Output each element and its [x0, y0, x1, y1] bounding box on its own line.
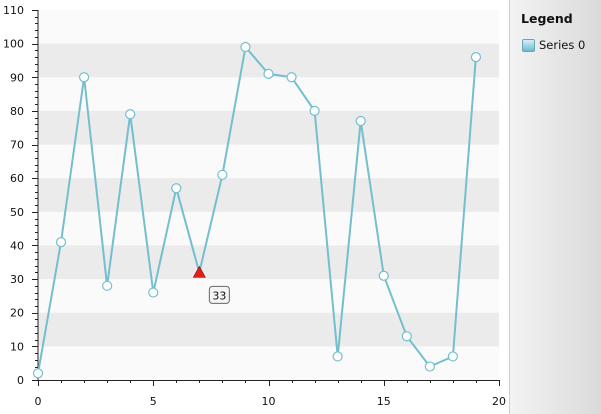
highlight-callout-box: [208, 285, 230, 304]
x-tick-label: 20: [492, 395, 506, 408]
data-point: [240, 41, 251, 53]
y-tick-label: 70: [10, 139, 24, 152]
plot-background-bands: [38, 10, 499, 380]
data-point: [424, 361, 435, 372]
y-tick-label: 90: [10, 71, 24, 84]
grid-band: [38, 312, 499, 347]
highlighted-data-point: [192, 265, 206, 278]
legend-label: Series 0: [539, 38, 586, 52]
data-point: [148, 287, 159, 298]
data-point: [102, 280, 113, 291]
x-tick-label: 0: [35, 395, 42, 408]
data-point: [55, 236, 67, 248]
data-point: [378, 270, 389, 281]
y-tick-label: 50: [10, 206, 24, 219]
series-layer: [32, 41, 482, 379]
series-line: [37, 46, 477, 374]
data-point: [470, 51, 482, 63]
grid-band: [38, 110, 499, 145]
data-point: [447, 351, 458, 362]
x-tick-label: 15: [377, 395, 391, 408]
y-tick-label: 30: [10, 273, 24, 286]
data-point: [125, 109, 136, 120]
y-tick-label: 100: [3, 38, 24, 51]
highlight-callout-layer: 33: [208, 285, 230, 304]
y-tick-label: 0: [17, 374, 24, 387]
data-point: [355, 115, 366, 127]
data-point: [286, 72, 297, 83]
x-axis: 0 5 10 15 20: [35, 380, 506, 408]
y-axis: 0 10 20 30 40 50 60 70 80 90 100 110: [3, 4, 39, 387]
y-tick-label: 20: [10, 307, 24, 320]
legend-title: Legend: [521, 11, 573, 26]
y-tick-label: 60: [10, 172, 24, 185]
x-tick-label: 5: [150, 395, 157, 408]
data-point: [171, 183, 182, 194]
y-tick-label: 80: [10, 105, 24, 118]
grid-band: [38, 245, 499, 280]
y-tick-label: 40: [10, 239, 24, 252]
y-tick-label: 110: [3, 4, 24, 17]
legend-swatch: [522, 38, 535, 52]
x-tick-label: 10: [262, 395, 276, 408]
data-point: [332, 351, 343, 362]
data-point: [32, 368, 44, 379]
data-point: [78, 72, 90, 83]
legend-panel: Legend Series 0: [509, 0, 601, 414]
legend-item-series-0[interactable]: Series 0: [522, 38, 585, 52]
highlight-callout-label: 33: [212, 289, 226, 302]
data-point: [401, 331, 412, 342]
y-tick-label: 10: [10, 340, 24, 353]
data-point: [217, 169, 228, 180]
data-point: [263, 68, 274, 80]
grid-band: [38, 178, 499, 212]
data-point: [309, 105, 320, 117]
